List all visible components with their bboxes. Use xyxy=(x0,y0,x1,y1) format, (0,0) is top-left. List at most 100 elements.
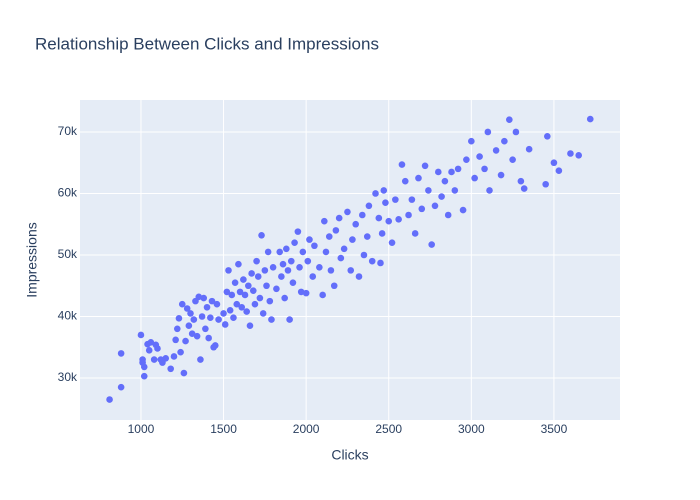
point xyxy=(173,325,181,333)
point xyxy=(434,168,442,176)
point xyxy=(544,132,551,140)
point xyxy=(297,288,305,296)
point xyxy=(269,263,277,271)
point xyxy=(276,248,284,256)
point xyxy=(438,193,445,200)
point xyxy=(167,365,174,373)
point xyxy=(261,267,269,274)
point xyxy=(264,248,272,256)
point xyxy=(203,303,211,311)
point xyxy=(306,236,313,243)
point xyxy=(178,300,186,308)
x-axis-title: Clicks xyxy=(331,447,368,463)
point xyxy=(263,282,270,290)
point xyxy=(183,305,191,312)
point xyxy=(476,153,483,160)
point xyxy=(431,202,439,210)
point xyxy=(352,220,359,228)
point xyxy=(316,263,323,271)
point xyxy=(258,232,265,239)
point xyxy=(228,291,236,299)
point xyxy=(388,239,396,246)
point xyxy=(289,279,297,286)
point xyxy=(468,137,475,145)
point xyxy=(235,260,242,268)
point xyxy=(337,254,345,262)
point xyxy=(211,342,219,349)
point xyxy=(248,270,255,277)
point xyxy=(359,211,366,219)
point xyxy=(266,297,274,305)
point xyxy=(230,314,237,322)
y-tick-label: 30k xyxy=(58,370,78,384)
point xyxy=(259,310,267,317)
point xyxy=(375,214,383,222)
y-tick-label: 50k xyxy=(58,247,78,261)
point xyxy=(492,147,500,154)
point xyxy=(220,310,227,317)
point xyxy=(302,289,310,297)
point xyxy=(299,248,307,256)
point xyxy=(284,267,292,274)
point xyxy=(411,230,419,237)
point xyxy=(421,162,429,170)
point xyxy=(106,396,113,403)
point xyxy=(525,145,533,153)
x-tick-label: 3000 xyxy=(458,422,485,436)
point xyxy=(392,196,399,203)
point xyxy=(287,257,295,265)
point xyxy=(254,273,262,280)
point xyxy=(484,128,492,136)
point xyxy=(319,291,326,299)
point xyxy=(296,263,303,271)
point xyxy=(243,308,250,315)
point xyxy=(542,180,549,188)
x-tick-label: 2000 xyxy=(293,422,320,436)
point xyxy=(177,348,184,356)
point xyxy=(182,337,189,345)
point xyxy=(162,355,170,362)
point xyxy=(509,156,516,163)
point xyxy=(170,353,178,360)
point xyxy=(418,205,426,213)
point xyxy=(327,267,335,274)
point xyxy=(172,336,179,344)
point xyxy=(236,288,244,296)
point xyxy=(501,137,508,145)
point xyxy=(309,273,317,280)
point xyxy=(137,331,145,339)
point xyxy=(207,314,214,322)
point xyxy=(256,294,264,302)
point xyxy=(245,282,252,290)
point xyxy=(273,285,280,293)
y-tick-label: 60k xyxy=(58,186,78,200)
point xyxy=(205,334,212,342)
point xyxy=(322,248,330,256)
point xyxy=(512,128,520,136)
point xyxy=(481,165,488,173)
point xyxy=(200,294,208,302)
point xyxy=(517,177,525,185)
point xyxy=(233,300,241,308)
point xyxy=(294,228,302,235)
point xyxy=(188,330,196,338)
point xyxy=(471,174,478,182)
point xyxy=(555,167,563,175)
point xyxy=(378,230,386,237)
point xyxy=(586,115,594,123)
point xyxy=(291,239,298,246)
y-axis-title: Impressions xyxy=(24,222,40,297)
point xyxy=(286,316,293,323)
x-tick-label: 1500 xyxy=(210,422,237,436)
point xyxy=(444,211,452,219)
point xyxy=(344,208,351,216)
point xyxy=(415,174,422,182)
point xyxy=(497,171,505,179)
point xyxy=(363,233,371,240)
point xyxy=(221,321,229,328)
point xyxy=(238,303,246,311)
point xyxy=(401,177,409,185)
point xyxy=(335,214,343,222)
point xyxy=(225,267,232,274)
point xyxy=(223,288,231,296)
